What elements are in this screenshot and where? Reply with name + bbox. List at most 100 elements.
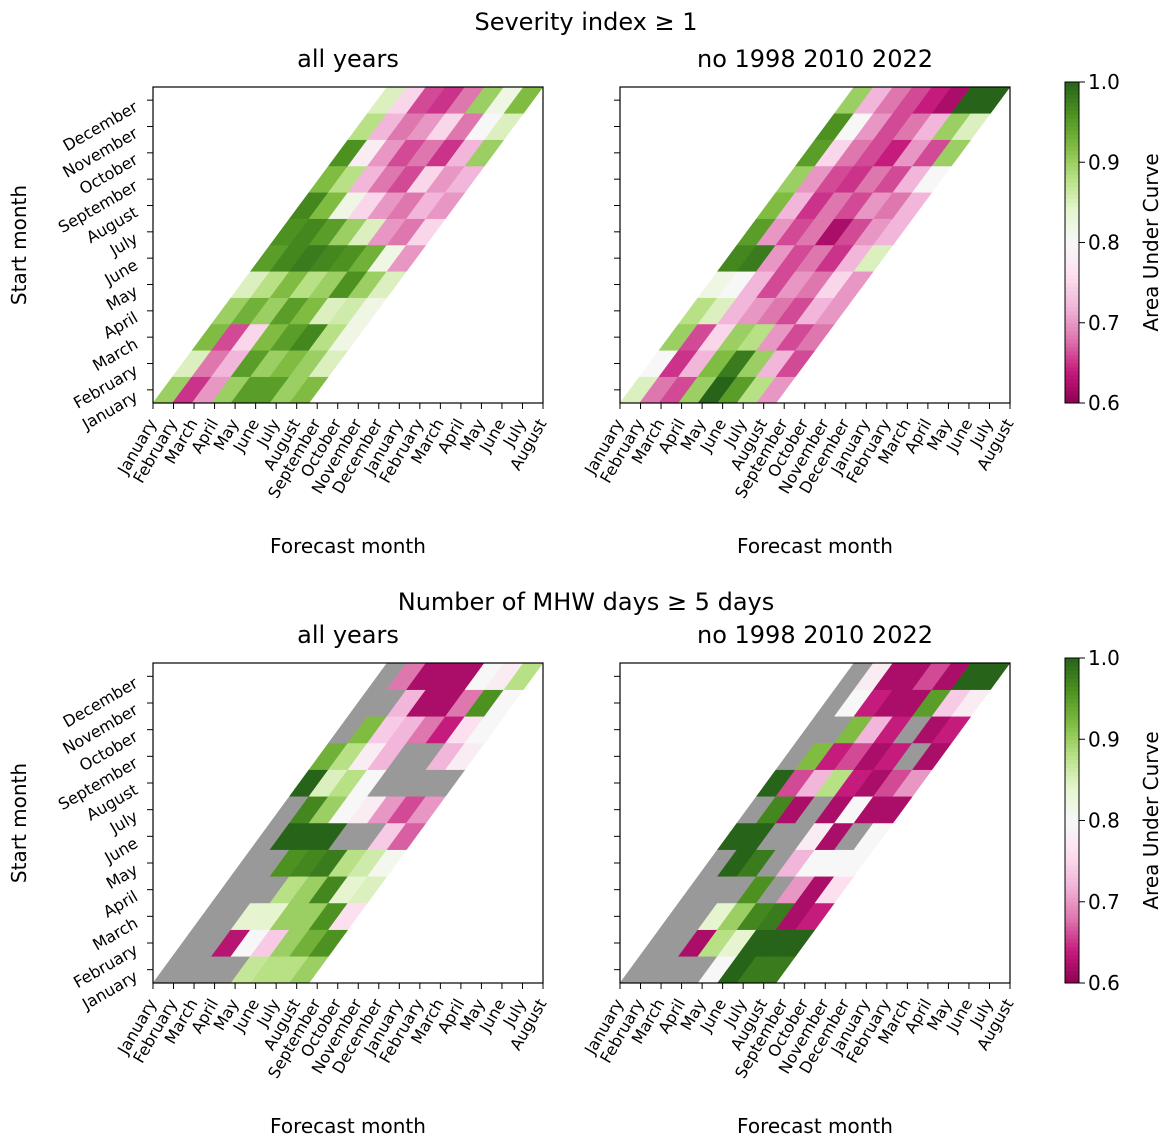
colorbar-tick-label: 0.7	[1088, 890, 1120, 914]
colorbar-segment	[1065, 346, 1079, 352]
colorbar-segment	[1065, 783, 1079, 789]
colorbar-segment	[1065, 840, 1079, 846]
colorbar-tick-label: 1.0	[1088, 70, 1120, 94]
figure-title: Number of MHW days ≥ 5 days	[398, 588, 774, 616]
colorbar-segment	[1065, 354, 1079, 360]
colorbar-segment	[1065, 318, 1079, 324]
colorbar-label: Area Under Curve	[1139, 153, 1163, 331]
colorbar-segment	[1065, 366, 1079, 372]
colorbar-segment	[1065, 322, 1079, 328]
colorbar-segment	[1065, 771, 1079, 777]
colorbar-segment	[1065, 747, 1079, 752]
colorbar-segment	[1065, 942, 1079, 947]
colorbar-segment	[1065, 662, 1079, 667]
colorbar-segment	[1065, 808, 1079, 813]
colorbar-segment	[1065, 966, 1079, 972]
colorbar-segment	[1065, 804, 1079, 809]
colorbar-segment	[1065, 262, 1079, 268]
colorbar-segment	[1065, 314, 1079, 320]
colorbar-segment	[1065, 865, 1079, 870]
colorbar-segment	[1065, 390, 1079, 396]
colorbar-segment	[1065, 294, 1079, 300]
x-axis-label: Forecast month	[737, 534, 893, 558]
colorbar-segment	[1065, 206, 1079, 211]
colorbar-segment	[1065, 266, 1079, 272]
colorbar-segment	[1065, 250, 1079, 256]
colorbar-segment	[1065, 218, 1079, 223]
colorbar-segment	[1065, 98, 1079, 103]
y-tick-label: June	[100, 255, 141, 289]
colorbar-segment	[1065, 678, 1079, 683]
colorbar-segment	[1065, 134, 1079, 139]
colorbar-segment	[1065, 950, 1079, 956]
colorbar-segment	[1065, 897, 1079, 903]
axes-frame	[152, 662, 544, 984]
colorbar-segment	[1065, 330, 1079, 336]
colorbar-tick-label: 1.0	[1088, 646, 1120, 670]
colorbar-segment	[1065, 362, 1079, 368]
colorbar-segment	[1065, 853, 1079, 858]
colorbar-segment	[1065, 334, 1079, 340]
colorbar-segment	[1065, 909, 1079, 915]
colorbar-segment	[1065, 382, 1079, 388]
colorbar-segment	[1065, 350, 1079, 356]
colorbar-tick-label: 0.8	[1088, 809, 1120, 833]
colorbar-segment	[1065, 242, 1079, 248]
colorbar-segment	[1065, 775, 1079, 781]
colorbar-segment	[1065, 690, 1079, 696]
colorbar-segment	[1065, 278, 1079, 284]
colorbar-segment	[1065, 234, 1079, 239]
colorbar-segment	[1065, 162, 1079, 167]
colorbar-tick-label: 0.9	[1088, 150, 1120, 174]
x-axis-label: Forecast month	[270, 534, 426, 558]
colorbar-segment	[1065, 861, 1079, 866]
x-axis-label: Forecast month	[737, 1114, 893, 1138]
colorbar-segment	[1065, 246, 1079, 252]
colorbar-label: Area Under Curve	[1139, 731, 1163, 909]
colorbar-segment	[1065, 398, 1079, 404]
colorbar-segment	[1065, 893, 1079, 899]
colorbar-segment	[1065, 812, 1079, 817]
colorbar-segment	[1065, 857, 1079, 862]
colorbar-segment	[1065, 658, 1079, 663]
y-tick-label: June	[100, 833, 141, 867]
colorbar-segment	[1065, 270, 1079, 276]
colorbar-segment	[1065, 755, 1079, 761]
colorbar-segment	[1065, 751, 1079, 756]
colorbar-segment	[1065, 978, 1079, 984]
colorbar-segment	[1065, 714, 1079, 720]
colorbar-segment	[1065, 186, 1079, 191]
colorbar-segment	[1065, 110, 1079, 115]
colorbar-segment	[1065, 759, 1079, 765]
colorbar-segment	[1065, 258, 1079, 264]
y-axis-label: Start month	[7, 763, 31, 883]
colorbar-segment	[1065, 378, 1079, 384]
colorbar-segment	[1065, 706, 1079, 712]
colorbar-segment	[1065, 214, 1079, 219]
colorbar-segment	[1065, 836, 1079, 842]
colorbar-segment	[1065, 198, 1079, 203]
colorbar-segment	[1065, 174, 1079, 179]
panel-title: no 1998 2010 2022	[697, 621, 933, 649]
colorbar-segment	[1065, 130, 1079, 135]
colorbar-segment	[1065, 114, 1079, 119]
colorbar-segment	[1065, 306, 1079, 312]
colorbar-segment	[1065, 735, 1079, 740]
colorbar-segment	[1065, 926, 1079, 931]
colorbar-segment	[1065, 286, 1079, 292]
colorbar-segment	[1065, 282, 1079, 288]
colorbar-segment	[1065, 832, 1079, 838]
colorbar-segment	[1065, 800, 1079, 805]
colorbar-segment	[1065, 226, 1079, 231]
colorbar-segment	[1065, 210, 1079, 215]
panel-title: all years	[297, 621, 399, 649]
colorbar-segment	[1065, 674, 1079, 679]
colorbar-segment	[1065, 718, 1079, 724]
colorbar-segment	[1065, 302, 1079, 308]
colorbar-segment	[1065, 94, 1079, 99]
colorbar-segment	[1065, 86, 1079, 91]
colorbar-segment	[1065, 222, 1079, 227]
colorbar-segment	[1065, 702, 1079, 708]
colorbar-segment	[1065, 386, 1079, 392]
